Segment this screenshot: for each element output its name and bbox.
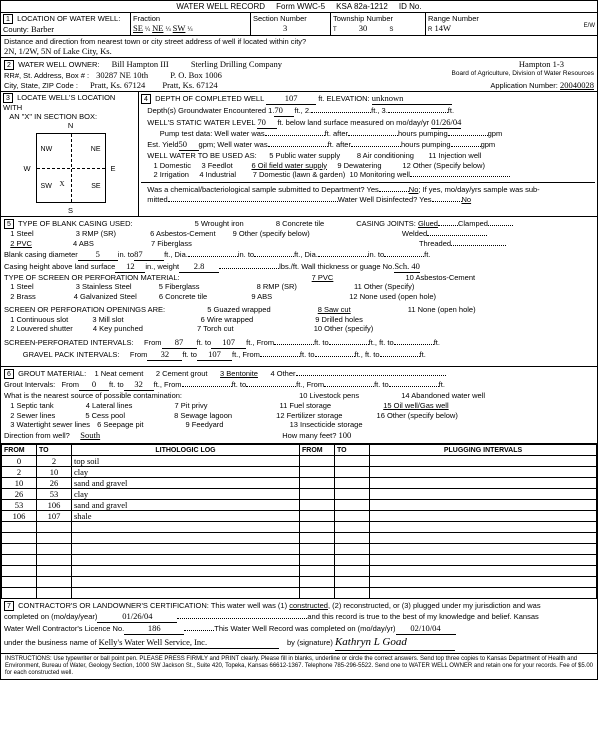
sec6-num: 6 xyxy=(4,369,14,379)
form-header: WATER WELL RECORD Form WWC-5 KSA 82a-121… xyxy=(1,1,597,13)
range-val: 14W xyxy=(434,23,451,33)
township-lbl: Township Number xyxy=(333,14,393,23)
form-no: Form WWC-5 xyxy=(276,2,325,11)
table-row: 210clay xyxy=(2,467,597,478)
sec1-num: 1 xyxy=(3,14,13,24)
section-box: NW NE SW SE X xyxy=(36,133,106,203)
sec2-num: 2 xyxy=(4,60,14,70)
sec1-label: LOCATION OF WATER WELL: xyxy=(17,14,120,23)
sec7-num: 7 xyxy=(4,601,14,611)
appno-lbl: Application Number: xyxy=(490,81,558,90)
rr: 30287 NE 10th xyxy=(96,70,148,80)
elev: unknown xyxy=(372,93,452,105)
dist-val: 2N, 1/2W, 5N of Lake City, Ks. xyxy=(4,46,112,56)
appno: 20040028 xyxy=(560,80,594,90)
nw: NW xyxy=(41,146,53,153)
table-row xyxy=(2,533,597,544)
sec3-num: 3 xyxy=(3,93,13,103)
table-row xyxy=(2,588,597,599)
company: Sterling Drilling Company xyxy=(191,59,282,69)
frac-a: SE xyxy=(133,23,143,33)
sec5-label: TYPE OF BLANK CASING USED: xyxy=(18,219,133,228)
fraction-lbl: Fraction xyxy=(133,14,160,23)
x-mark: X xyxy=(60,180,65,188)
table-row xyxy=(2,544,597,555)
table-row xyxy=(2,555,597,566)
range-lbl: Range Number xyxy=(428,14,479,23)
v2: 70 xyxy=(257,117,277,129)
section-lbl: Section Number xyxy=(253,14,307,23)
sec2-label: WATER WELL OWNER: xyxy=(18,60,99,69)
city1: Pratt, Ks. 67124 xyxy=(90,80,145,90)
table-row: 02top soil xyxy=(2,456,597,467)
table-row: 53106sand and gravel xyxy=(2,500,597,511)
s-lbl: S xyxy=(31,206,111,215)
county-val: Barber xyxy=(31,24,54,34)
e-lbl: E xyxy=(111,164,116,173)
w-lbl: W xyxy=(23,164,30,173)
depth: 107 xyxy=(266,93,316,105)
sec3-label: LOCATE WELL'S LOCATION WITH xyxy=(3,93,115,112)
sw: SW xyxy=(41,183,52,190)
table-row xyxy=(2,522,597,533)
elev-lbl: ELEVATION: xyxy=(327,94,370,103)
township-val: 30 xyxy=(359,23,368,33)
sec1-row1: 1 LOCATION OF WATER WELL: County: Barber… xyxy=(1,13,597,36)
section-val: 3 xyxy=(283,23,287,33)
ne: NE xyxy=(91,146,101,153)
board: Board of Agriculture, Division of Water … xyxy=(452,70,594,77)
n-lbl: N xyxy=(31,121,111,130)
ksa: KSA 82a-1212 xyxy=(336,2,388,11)
ft: ft. xyxy=(318,94,324,103)
form-page: WATER WELL RECORD Form WWC-5 KSA 82a-121… xyxy=(0,0,598,680)
table-row: 2653clay xyxy=(2,489,597,500)
sec4-num: 4 xyxy=(141,94,151,104)
l2: WELL'S STATIC WATER LEVEL xyxy=(147,118,255,127)
idno: ID No. xyxy=(399,2,422,11)
title: WATER WELL RECORD xyxy=(176,2,265,11)
table-row xyxy=(2,577,597,588)
county-lbl: County: xyxy=(3,25,29,34)
city2: Pratt, Ks. 67124 xyxy=(162,80,217,90)
well: Hampton 1-3 xyxy=(519,59,564,69)
dist-lbl: Distance and direction from nearest town… xyxy=(4,37,306,46)
po: P. O. Box 1006 xyxy=(170,70,222,80)
table-row xyxy=(2,566,597,577)
table-row: 1026sand and gravel xyxy=(2,478,597,489)
rr-lbl: RR#, St. Address, Box # : xyxy=(4,71,89,80)
v1: 70 xyxy=(274,105,294,117)
litho-table: FROM TO LITHOLOGIC LOG FROM TO PLUGGING … xyxy=(1,444,597,599)
frac-b: NE xyxy=(152,23,163,33)
ew: E/W xyxy=(584,23,595,29)
table-row: 106107shale xyxy=(2,511,597,522)
frac-c: SW xyxy=(173,23,186,33)
sec5-num: 5 xyxy=(4,219,14,229)
l1: Depth(s) Groundwater Encountered 1. xyxy=(147,106,274,115)
v2d: 01/26/04 xyxy=(431,117,461,129)
se: SE xyxy=(91,183,100,190)
instructions: INSTRUCTIONS: Use typewriter or ball poi… xyxy=(1,654,597,680)
sec4-label: DEPTH OF COMPLETED WELL xyxy=(155,94,264,103)
owner: Bill Hampton III xyxy=(112,59,169,69)
city-lbl: City, State, ZIP Code : xyxy=(4,81,78,90)
sec3-label2: AN "X" IN SECTION BOX: xyxy=(9,112,97,121)
